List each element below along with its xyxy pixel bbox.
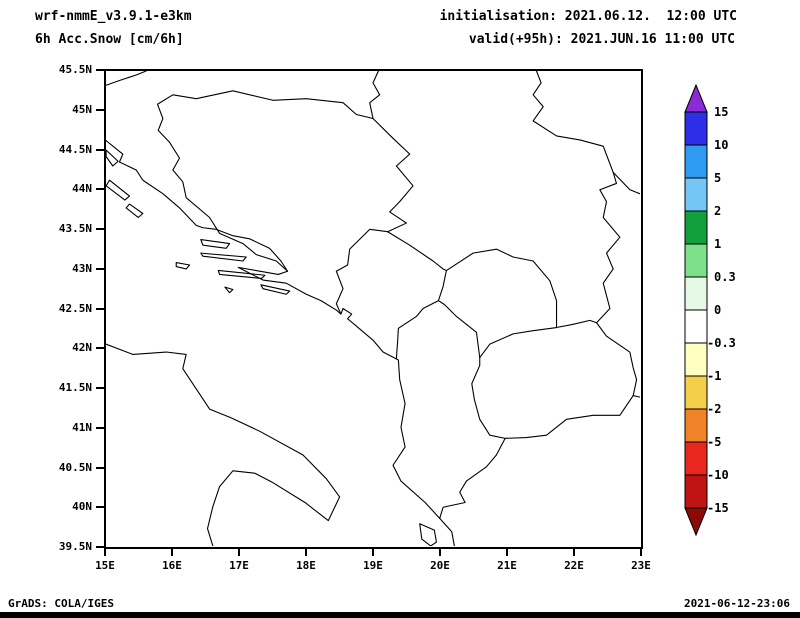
y-axis-tick (96, 347, 105, 350)
x-axis-label: 16E (162, 559, 182, 572)
y-axis-tick (96, 387, 105, 389)
y-axis-label: 41.5N (58, 381, 92, 394)
x-axis-label: 23E (631, 559, 651, 572)
y-axis-label: 43.5N (58, 222, 92, 235)
colorbar-cell (684, 243, 708, 278)
y-axis-tick (96, 267, 105, 270)
map-geography (106, 71, 640, 546)
colorbar-cell (684, 83, 708, 113)
valid-time: valid(+95h): 2021.JUN.16 11:00 UTC (468, 32, 735, 47)
y-axis-label: 42.5N (58, 301, 92, 315)
y-axis-label: 39.5N (58, 540, 92, 553)
x-axis-tick (238, 547, 240, 556)
y-axis-tick (96, 466, 105, 469)
bottom-black-strip (0, 612, 800, 618)
y-axis-tick (96, 506, 105, 509)
x-axis-label: 20E (430, 559, 450, 572)
colorbar-label: -5 (707, 435, 722, 449)
x-axis-label: 21E (497, 559, 517, 572)
colorbar-label: 0.3 (714, 270, 736, 284)
x-axis-tick (104, 547, 106, 556)
colorbar-cell (684, 111, 708, 146)
border-greece-albania (439, 437, 506, 519)
islands-adriatic (106, 149, 437, 546)
y-axis-tick (96, 228, 105, 230)
colorbar-cell (684, 375, 708, 410)
colorbar-cell (684, 309, 708, 344)
colorbar-label: 2 (714, 204, 722, 218)
border-montenegro-serbia (387, 231, 447, 272)
colorbar-cell (684, 276, 708, 311)
coastline-italy (106, 343, 341, 546)
border-kosovo (437, 248, 558, 359)
x-axis-label: 22E (564, 559, 584, 572)
y-axis-label: 44N (72, 182, 92, 196)
x-axis-tick (439, 547, 441, 556)
y-axis-tick (96, 69, 105, 71)
y-axis-label: 41N (72, 420, 92, 434)
colorbar-cell (684, 144, 708, 179)
border-montenegro-albania (395, 300, 439, 359)
y-axis-label: 44.5N (58, 142, 92, 156)
field-title: 6h Acc.Snow [cm/6h] (35, 32, 184, 47)
y-axis-label: 42N (72, 341, 92, 355)
border-slovenia-croatia (106, 71, 147, 86)
border-serbia-bulgaria (596, 171, 640, 324)
colorbar (684, 83, 708, 537)
colorbar-cell (684, 408, 708, 443)
x-axis-label: 18E (296, 559, 316, 572)
colorbar-label: 0 (714, 303, 722, 317)
colorbar-label: 15 (714, 105, 729, 119)
colorbar-cell (684, 507, 708, 537)
border-serbia-romania (532, 71, 614, 173)
colorbar-label: -15 (707, 501, 729, 515)
border-croatia-serbia (369, 71, 381, 120)
x-axis-tick (372, 547, 374, 556)
y-axis-label: 45.5N (58, 63, 92, 76)
colorbar-cell (684, 342, 708, 377)
colorbar-label: 1 (714, 237, 722, 251)
y-axis-tick (96, 148, 105, 151)
y-axis-tick (96, 307, 105, 310)
x-axis-label: 19E (363, 559, 383, 572)
y-axis-tick (96, 108, 105, 111)
creation-timestamp: 2021-06-12-23:06 (684, 597, 790, 610)
colorbar-label: -0.3 (707, 336, 736, 350)
coastline-adriatic (106, 140, 455, 546)
colorbar-cell (684, 177, 708, 212)
colorbar-label: -1 (707, 369, 722, 383)
x-axis-tick (171, 547, 173, 556)
colorbar-cell (684, 474, 708, 509)
map-frame (104, 69, 643, 549)
y-axis-label: 40.5N (58, 460, 92, 474)
x-axis-tick (305, 547, 307, 556)
colorbar-cell (684, 441, 708, 476)
grads-stamp: GrADS: COLA/IGES (8, 597, 114, 610)
x-axis-label: 15E (95, 559, 115, 572)
colorbar-label: 10 (714, 138, 729, 152)
initialisation-time: initialisation: 2021.06.12. 12:00 UTC (439, 9, 737, 24)
border-croatia-bosnia (156, 90, 374, 272)
x-axis-label: 17E (229, 559, 249, 572)
border-greece-bulgaria (632, 394, 640, 398)
y-axis-label: 43N (72, 261, 92, 275)
x-axis-tick (573, 547, 575, 556)
y-axis-label: 45N (72, 102, 92, 116)
y-axis-label: 40N (72, 500, 92, 514)
border-bosnia-serbia-montenegro (335, 117, 414, 315)
y-axis-tick (96, 426, 105, 429)
border-north-macedonia (471, 319, 638, 439)
colorbar-label: -2 (707, 402, 722, 416)
x-axis-tick (640, 547, 642, 556)
colorbar-label: -10 (707, 468, 729, 482)
x-axis-tick (506, 547, 508, 556)
y-axis-tick (96, 188, 105, 191)
colorbar-cell (684, 210, 708, 245)
colorbar-label: 5 (714, 171, 722, 185)
model-title: wrf-nmmE_v3.9.1-e3km (35, 9, 192, 24)
y-axis-tick (96, 546, 105, 548)
